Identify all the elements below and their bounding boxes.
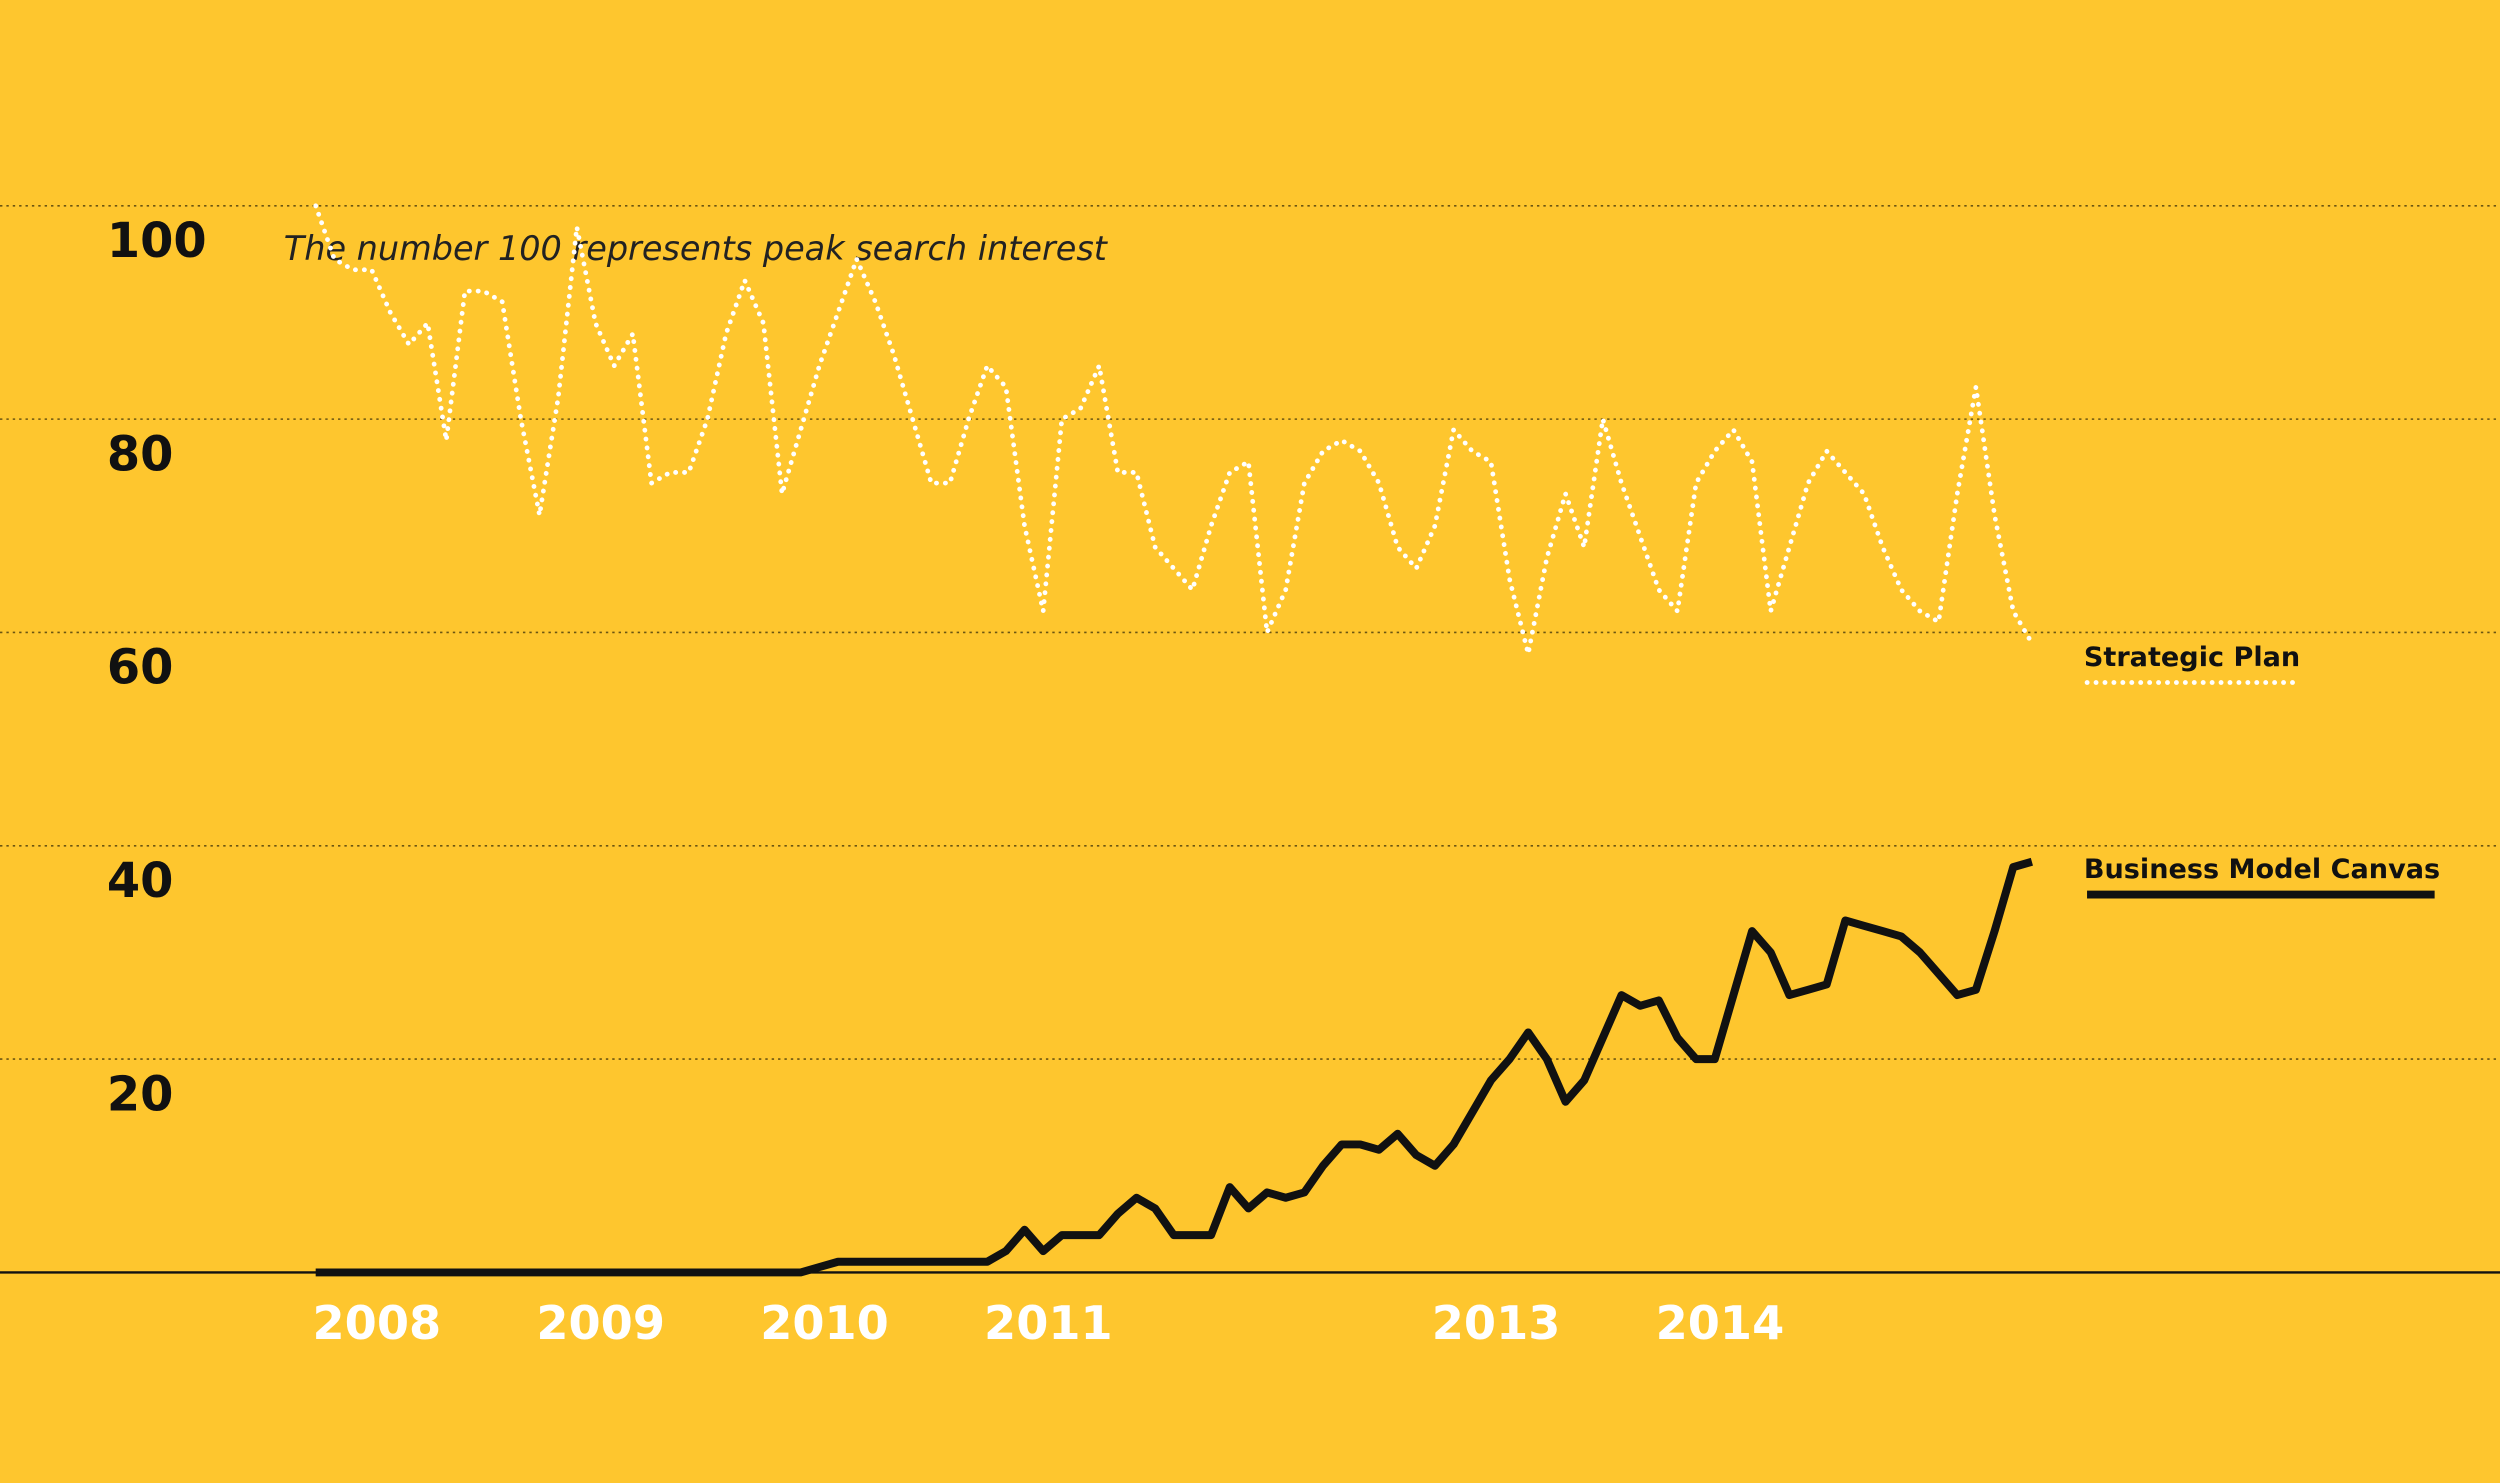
y-tick-label: 60 bbox=[107, 641, 174, 696]
annotation: The number 100 represents peak search in… bbox=[284, 229, 1109, 268]
series-line bbox=[313, 203, 2035, 657]
x-tick-label: 2013 bbox=[1432, 1296, 1561, 1350]
x-tick-label: 2011 bbox=[984, 1296, 1113, 1350]
legend-label: Business Model Canvas bbox=[2084, 854, 2440, 885]
y-tick-label: 40 bbox=[107, 854, 174, 909]
y-tick-label: 80 bbox=[107, 427, 174, 482]
x-tick-label: 2010 bbox=[760, 1296, 889, 1350]
series-line bbox=[315, 857, 2033, 1277]
x-tick-label: 2014 bbox=[1656, 1296, 1785, 1350]
x-tick-label: 2008 bbox=[313, 1296, 442, 1350]
y-tick-label: 100 bbox=[107, 214, 207, 269]
y-tick-label: 20 bbox=[107, 1067, 174, 1122]
legend-label: Strategic Plan bbox=[2084, 642, 2300, 673]
x-tick-label: 2009 bbox=[536, 1296, 665, 1350]
